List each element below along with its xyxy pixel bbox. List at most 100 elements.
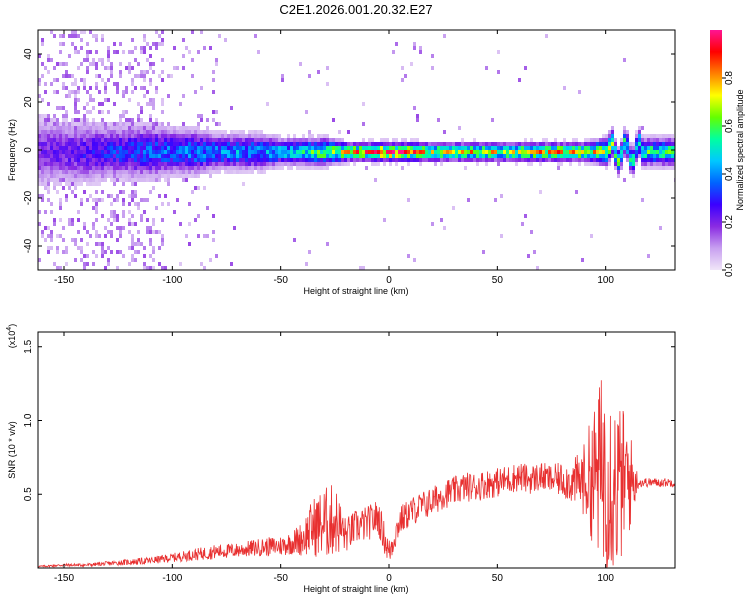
spectrogram-cell [110,194,113,198]
spectrogram-cell [68,94,71,98]
spectrogram-cell [482,158,485,162]
spectrogram-cell [350,146,353,150]
spectrogram-cell [59,166,62,170]
spectrogram-cell [572,142,575,146]
spectrogram-cell [317,142,320,146]
spectrogram-cell [113,82,116,86]
spectrogram-cell [149,122,152,126]
spectrogram-cell [668,134,671,138]
spectrogram-cell [509,154,512,158]
spectrogram-cell [146,154,149,158]
spectrogram-cell [632,146,635,150]
spectrogram-cell [584,138,587,142]
spectrogram-cell [182,54,185,58]
spectrogram-cell [608,158,611,162]
spectrogram-cell [77,98,80,102]
spectrogram-cell [497,146,500,150]
spectrogram-cell [359,146,362,150]
spectrogram-cell [245,150,248,154]
spectrogram-cell [170,74,173,78]
spectrogram-cell [95,170,98,174]
spectrogram-cell [317,162,320,166]
spectrogram-cell [230,170,233,174]
spectrogram-cell [545,150,548,154]
spectrogram-cell [386,142,389,146]
spectrogram-cell [203,138,206,142]
spectrogram-cell [143,198,146,202]
spectrogram-cell [62,62,65,66]
spectrogram-cell [233,226,236,230]
spectrogram-cell [614,146,617,150]
spectrogram-cell [194,186,197,190]
spectrogram-cell [590,234,593,238]
spectrogram-cell [122,226,125,230]
spectrogram-cell [440,142,443,146]
spectrogram-cell [305,150,308,154]
spectrogram-cell [113,158,116,162]
spectrogram-cell [110,230,113,234]
spectrogram-cell [269,138,272,142]
spectrogram-cell [242,162,245,166]
spectrogram-cell [182,134,185,138]
spectrogram-cell [56,134,59,138]
spectrogram-cell [341,142,344,146]
spectrogram-cell [164,266,167,270]
spectrogram-cell [83,174,86,178]
spectrogram-cell [314,158,317,162]
spectrogram-cell [41,158,44,162]
spectrogram-cell [215,62,218,66]
spectrogram-cell [470,146,473,150]
spectrogram-cell [161,134,164,138]
spectrogram-cell [80,146,83,150]
spectrogram-cell [215,130,218,134]
spectrogram-cell [191,126,194,130]
spectrogram-cell [224,170,227,174]
spectrogram-cell [158,178,161,182]
spectrogram-cell [212,118,215,122]
spectrogram-cell [614,150,617,154]
spectrogram-cell [38,126,41,130]
spectrogram-cell [152,186,155,190]
spectrogram-cell [104,126,107,130]
spectrogram-cell [101,254,104,258]
spectrogram-cell [497,150,500,154]
spectrogram-cell [329,142,332,146]
spectrogram-cell [59,134,62,138]
spectrogram-cell [71,30,74,34]
spectrogram-cell [224,138,227,142]
spectrogram-cell [365,150,368,154]
spectrogram-cell [167,182,170,186]
spectrogram-cell [152,134,155,138]
spectrogram-cell [203,162,206,166]
spectrogram-cell [131,238,134,242]
spectrogram-cell [506,150,509,154]
spectrogram-cell [137,62,140,66]
spectrogram-cell [332,162,335,166]
spectrogram-cell [68,218,71,222]
spectrogram-cell [155,170,158,174]
spectrogram-cell [203,186,206,190]
spectrogram-cell [56,142,59,146]
spectrogram-cell [209,158,212,162]
spectrogram-cell [185,166,188,170]
spectrogram-cell [71,74,74,78]
spectrogram-cell [131,242,134,246]
spectrogram-cell [95,50,98,54]
spectrogram-cell [143,38,146,42]
spectrogram-cell [59,154,62,158]
spectrogram-cell [275,154,278,158]
spectrogram-cell [236,142,239,146]
spectrogram-cell [143,158,146,162]
spectrogram-cell [131,66,134,70]
spectrogram-cell [65,62,68,66]
spectrogram-cell [536,266,539,270]
spectrogram-cell [107,154,110,158]
spectrogram-cell [92,62,95,66]
spectrogram-cell [101,138,104,142]
spectrogram-cell [146,130,149,134]
spectrogram-cell [59,130,62,134]
spectrogram-cell [62,226,65,230]
spectrogram-cell [416,142,419,146]
spectrogram-cell [452,154,455,158]
spectrogram-cell [269,134,272,138]
